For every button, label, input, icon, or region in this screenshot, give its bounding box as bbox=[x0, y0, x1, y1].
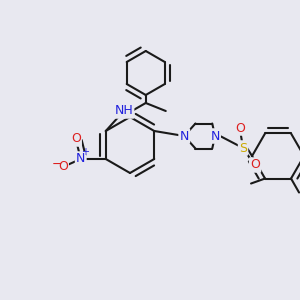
Text: +: + bbox=[81, 147, 89, 157]
Text: N: N bbox=[180, 130, 189, 142]
Text: S: S bbox=[239, 142, 247, 154]
Text: O: O bbox=[71, 133, 81, 146]
Text: N: N bbox=[76, 152, 86, 166]
Text: N: N bbox=[210, 130, 220, 142]
Text: O: O bbox=[250, 158, 260, 172]
Text: −: − bbox=[52, 158, 62, 170]
Text: O: O bbox=[235, 122, 245, 134]
Text: NH: NH bbox=[114, 104, 133, 118]
Text: O: O bbox=[58, 160, 68, 173]
